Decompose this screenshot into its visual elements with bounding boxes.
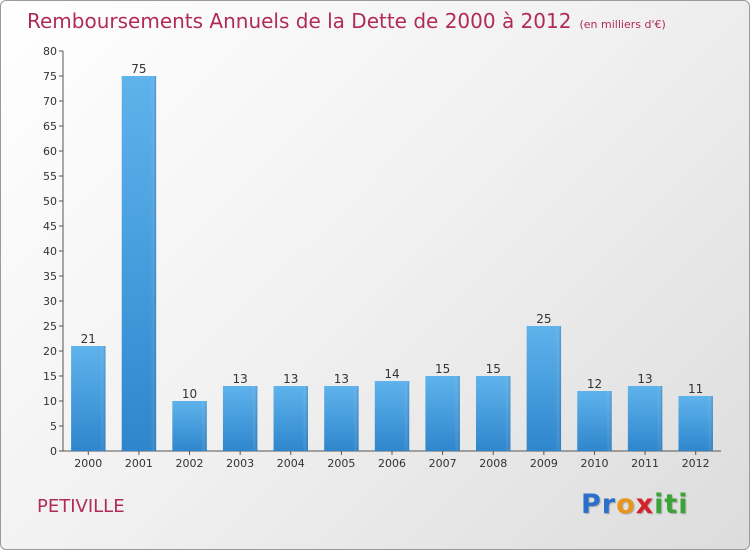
bar-shade-2011 xyxy=(627,386,663,451)
chart-subtitle: (en milliers d'€) xyxy=(579,18,666,31)
commune-name: PETIVILLE xyxy=(37,496,125,517)
data-label-2004: 13 xyxy=(283,372,298,386)
logo-letter: r xyxy=(601,489,617,520)
x-axis: 2000 2001 2002 2003 2004 2005 2006 2007 2008 2009… xyxy=(63,450,721,470)
data-label-2000: 21 xyxy=(81,332,96,346)
data-label-2008: 15 xyxy=(486,362,501,376)
y-tick-label: 65 xyxy=(43,120,57,133)
logo-letter: i xyxy=(654,489,665,520)
bars: 21 75 10 13 13 13 14 15 15 25 12 13 11 xyxy=(71,62,713,451)
y-axis: 0 5 10 15 20 25 30 35 40 45 50 55 60 65 70 75 80 xyxy=(43,45,64,458)
x-tick-label-2000: 2000 xyxy=(74,457,102,470)
data-label-2003: 13 xyxy=(233,372,248,386)
y-tick-label: 55 xyxy=(43,170,57,183)
y-tick-label: 10 xyxy=(43,395,57,408)
x-tick-label-2004: 2004 xyxy=(277,457,305,470)
bar-shade-2005 xyxy=(324,386,359,451)
x-tick-label-2003: 2003 xyxy=(226,457,254,470)
x-tick-label-2011: 2011 xyxy=(631,457,659,470)
bar-shade-2012 xyxy=(678,396,713,451)
y-tick-label: 20 xyxy=(43,345,57,358)
y-tick-label: 15 xyxy=(43,370,57,383)
bar-shade-2006 xyxy=(374,381,410,451)
bar-shade-2003 xyxy=(222,386,258,451)
y-tick-label: 80 xyxy=(43,45,57,58)
y-tick-label: 50 xyxy=(43,195,57,208)
y-tick-label: 45 xyxy=(43,220,57,233)
y-tick-label: 0 xyxy=(50,445,57,458)
y-tick-label: 40 xyxy=(43,245,57,258)
y-tick-label: 60 xyxy=(43,145,57,158)
y-tick-label: 30 xyxy=(43,295,57,308)
x-tick-label-2001: 2001 xyxy=(125,457,153,470)
bar-shade-2010 xyxy=(577,391,612,451)
x-tick-label-2007: 2007 xyxy=(429,457,457,470)
data-label-2012: 11 xyxy=(688,382,703,396)
x-tick-label-2012: 2012 xyxy=(682,457,710,470)
bar-shade-2001 xyxy=(121,76,157,451)
chart-title-text: Remboursements Annuels de la Dette de 20… xyxy=(27,9,572,33)
logo-letter: o xyxy=(616,489,636,520)
bar-shade-2008 xyxy=(476,376,511,451)
logo-letter: x xyxy=(635,489,655,520)
y-tick-label: 75 xyxy=(43,70,57,83)
logo-letter: t xyxy=(664,489,679,520)
x-tick-label-2006: 2006 xyxy=(378,457,406,470)
y-tick-label: 25 xyxy=(43,320,57,333)
logo-letter: P xyxy=(581,489,602,520)
y-tick-label: 70 xyxy=(43,95,57,108)
x-tick-label-2009: 2009 xyxy=(530,457,558,470)
logo-letter: i xyxy=(678,489,689,520)
data-label-2001: 75 xyxy=(131,62,146,76)
bar-shade-2009 xyxy=(526,326,562,451)
x-tick-label-2002: 2002 xyxy=(176,457,204,470)
data-label-2007: 15 xyxy=(435,362,450,376)
proxiti-logo: Proxiti xyxy=(581,489,689,520)
y-tick-label: 5 xyxy=(50,420,57,433)
data-label-2010: 12 xyxy=(587,377,602,391)
chart-title: Remboursements Annuels de la Dette de 20… xyxy=(27,9,666,33)
x-tick-label-2008: 2008 xyxy=(479,457,507,470)
y-tick-label: 35 xyxy=(43,270,57,283)
bar-shade-2002 xyxy=(172,401,207,451)
x-tick-label-2005: 2005 xyxy=(327,457,355,470)
bar-shade-2007 xyxy=(425,376,460,451)
bar-shade-2000 xyxy=(71,346,106,451)
data-label-2011: 13 xyxy=(637,372,652,386)
data-label-2006: 14 xyxy=(384,367,399,381)
data-label-2009: 25 xyxy=(536,312,551,326)
data-label-2005: 13 xyxy=(334,372,349,386)
data-label-2002: 10 xyxy=(182,387,197,401)
x-tick-label-2010: 2010 xyxy=(580,457,608,470)
bar-shade-2004 xyxy=(273,386,308,451)
